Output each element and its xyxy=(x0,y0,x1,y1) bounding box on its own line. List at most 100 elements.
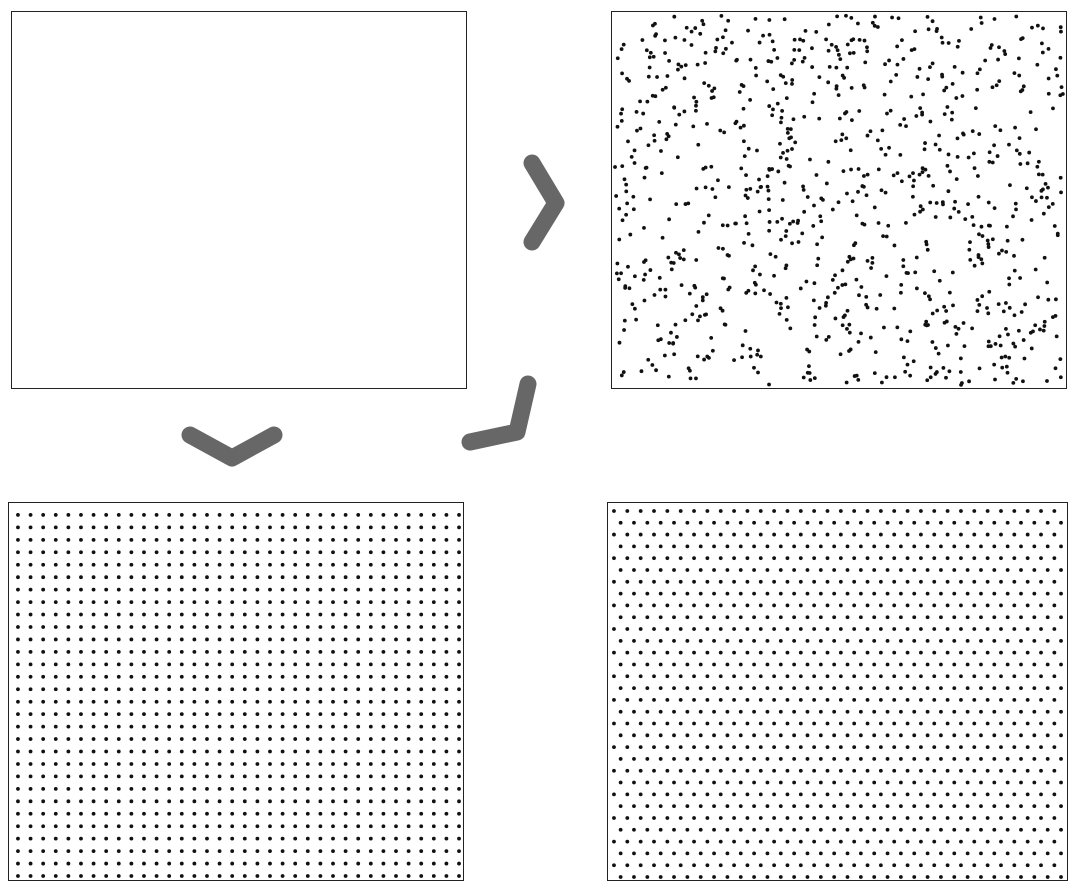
grid-point xyxy=(117,712,121,716)
grid-point xyxy=(407,513,411,517)
hex-point xyxy=(812,745,816,749)
grid-point xyxy=(268,775,272,779)
grid-point xyxy=(419,675,423,679)
hex-point xyxy=(899,757,903,761)
hex-point xyxy=(772,651,776,655)
hex-point xyxy=(719,745,723,749)
grid-point xyxy=(180,725,184,729)
grid-point xyxy=(155,513,159,517)
random-point xyxy=(1033,323,1037,327)
hex-point xyxy=(659,615,663,619)
random-point xyxy=(667,217,671,221)
random-point xyxy=(704,51,708,55)
grid-point xyxy=(117,837,121,841)
grid-point xyxy=(129,725,133,729)
grid-point xyxy=(281,675,285,679)
grid-point xyxy=(41,662,45,666)
hex-point xyxy=(799,556,803,560)
grid-point xyxy=(218,849,222,853)
hex-point xyxy=(679,792,683,796)
random-point xyxy=(1042,324,1046,328)
grid-point xyxy=(293,550,297,554)
random-point xyxy=(802,115,806,119)
random-point xyxy=(1027,151,1031,155)
random-point xyxy=(845,110,849,114)
hex-point xyxy=(852,745,856,749)
hex-point xyxy=(1032,615,1036,619)
hex-point xyxy=(999,533,1003,537)
grid-point xyxy=(356,725,360,729)
hex-point xyxy=(819,710,823,714)
hex-point xyxy=(1039,627,1043,631)
hex-point xyxy=(1052,769,1056,773)
hex-point xyxy=(999,792,1003,796)
hex-point xyxy=(839,580,843,584)
grid-point xyxy=(457,862,461,866)
random-point xyxy=(648,268,652,272)
grid-point xyxy=(344,687,348,691)
hex-point xyxy=(986,674,990,678)
grid-point xyxy=(407,787,411,791)
hex-point xyxy=(746,651,750,655)
grid-point xyxy=(293,799,297,803)
random-point xyxy=(768,168,772,172)
hex-point xyxy=(1026,863,1030,867)
grid-point xyxy=(445,725,449,729)
grid-point xyxy=(319,725,323,729)
random-point xyxy=(698,314,702,318)
grid-point xyxy=(29,812,33,816)
hex-point xyxy=(806,733,810,737)
hex-point xyxy=(692,745,696,749)
random-point xyxy=(726,19,730,23)
grid-point xyxy=(319,787,323,791)
grid-point xyxy=(419,862,423,866)
hex-point xyxy=(625,627,629,631)
random-point xyxy=(992,143,996,147)
hex-point xyxy=(679,816,683,820)
grid-point xyxy=(457,837,461,841)
grid-point xyxy=(79,824,83,828)
random-point xyxy=(1007,276,1011,280)
random-point xyxy=(870,261,874,265)
grid-point xyxy=(29,737,33,741)
hex-point xyxy=(652,556,656,560)
grid-point xyxy=(268,563,272,567)
grid-point xyxy=(117,563,121,567)
random-point xyxy=(1000,356,1004,360)
grid-point xyxy=(243,750,247,754)
random-point xyxy=(851,199,855,203)
grid-point xyxy=(192,837,196,841)
grid-point xyxy=(281,575,285,579)
hex-point xyxy=(679,556,683,560)
hex-point xyxy=(632,804,636,808)
hex-point xyxy=(632,686,636,690)
grid-point xyxy=(432,650,436,654)
grid-point xyxy=(155,687,159,691)
grid-point xyxy=(218,588,222,592)
random-point xyxy=(754,66,758,70)
grid-point xyxy=(432,662,436,666)
hex-point xyxy=(959,509,963,513)
grid-point xyxy=(104,662,108,666)
random-point xyxy=(656,323,660,327)
grid-point xyxy=(356,775,360,779)
hex-point xyxy=(619,757,623,761)
random-point xyxy=(650,363,654,367)
hex-point xyxy=(739,710,743,714)
grid-point xyxy=(293,687,297,691)
random-point xyxy=(837,53,841,57)
hex-point xyxy=(672,663,676,667)
grid-point xyxy=(192,513,196,517)
random-point xyxy=(1037,160,1041,164)
grid-point xyxy=(205,862,209,866)
hex-point xyxy=(1039,651,1043,655)
random-point xyxy=(887,59,891,63)
random-point xyxy=(632,207,636,211)
grid-point xyxy=(281,650,285,654)
hex-point xyxy=(1059,875,1063,879)
hex-point xyxy=(712,544,716,548)
hex-point xyxy=(986,604,990,608)
random-point xyxy=(722,131,726,135)
random-point xyxy=(968,240,972,244)
grid-point xyxy=(281,812,285,816)
